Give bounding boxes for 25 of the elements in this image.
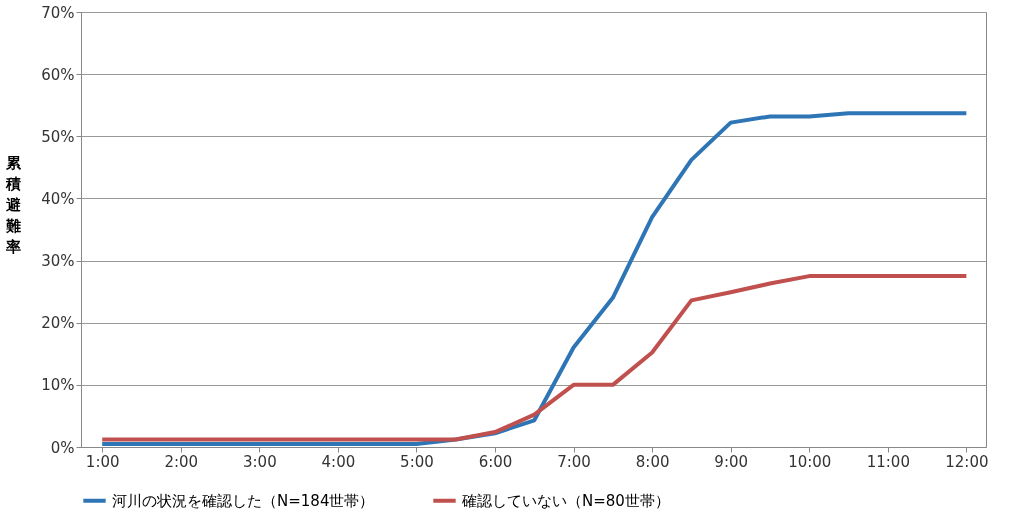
y-tick-label: 10%	[41, 376, 75, 395]
y-axis-title: 累積避難率	[5, 153, 22, 256]
x-tick-label: 10:00	[788, 452, 832, 471]
x-tick-label: 6:00	[478, 452, 513, 471]
x-tick-label: 11:00	[866, 452, 910, 471]
x-tick-label: 4:00	[321, 452, 356, 471]
x-tick-label: 7:00	[557, 452, 591, 471]
line-series	[100, 111, 969, 446]
x-tick-label: 5:00	[400, 452, 434, 471]
x-tick-label: 2:00	[164, 452, 199, 471]
line-series	[100, 274, 969, 442]
y-tick-label: 50%	[41, 127, 75, 146]
x-tick-label: 8:00	[635, 452, 670, 471]
y-tick-label: 60%	[41, 65, 75, 84]
x-tick-label: 3:00	[242, 452, 277, 471]
y-tick-label: 40%	[41, 189, 75, 208]
y-tick-label: 30%	[41, 252, 75, 271]
legend-label: 確認していない（N=80世帯）	[461, 491, 670, 510]
legend-label: 河川の状況を確認した（N=184世帯）	[112, 491, 375, 510]
y-tick-label: 70%	[41, 3, 75, 22]
x-tick-label: 1:00	[85, 452, 120, 471]
y-tick-label: 0%	[50, 438, 75, 457]
x-tick-label: 12:00	[945, 452, 989, 471]
x-tick-label: 9:00	[714, 452, 749, 471]
y-tick-label: 20%	[41, 314, 75, 333]
